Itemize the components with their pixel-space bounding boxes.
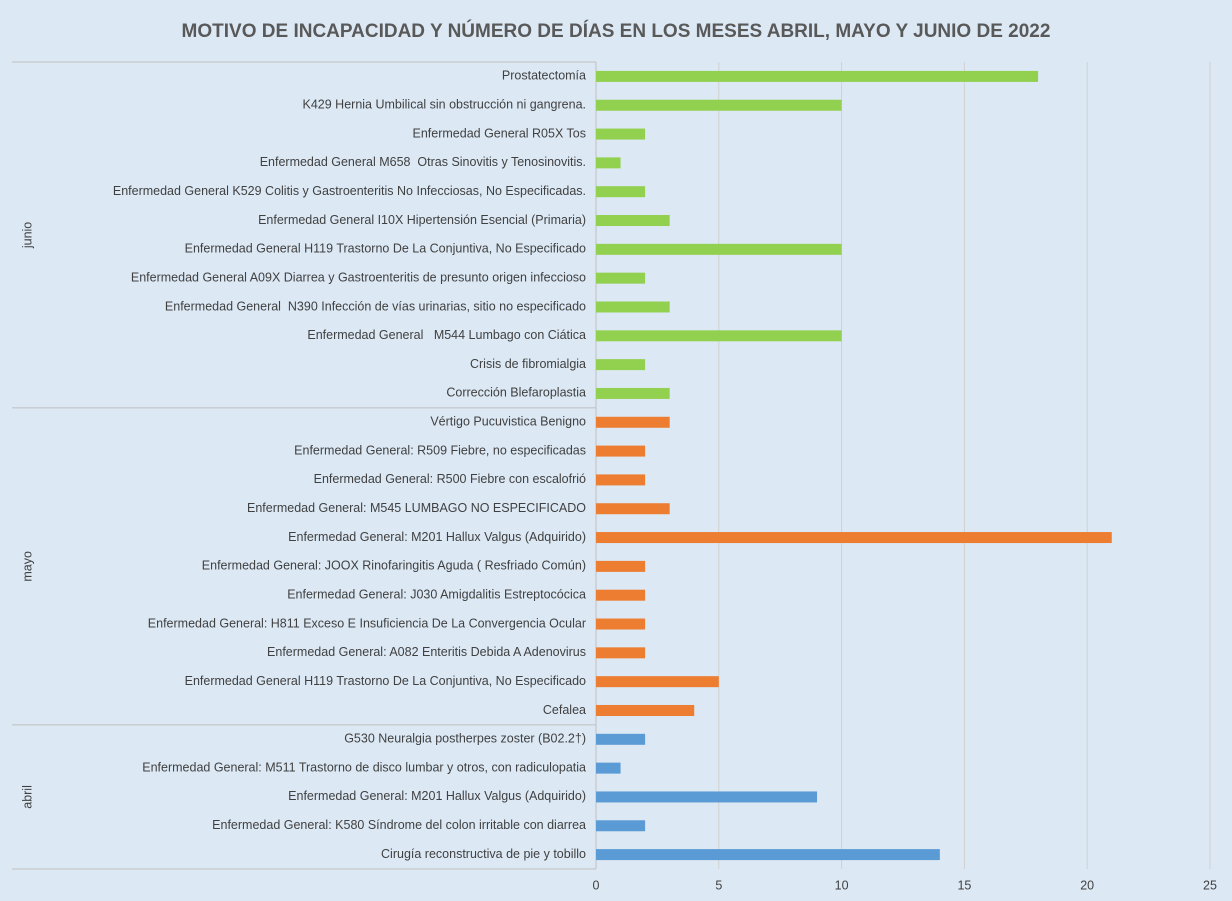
y-tick-label: Enfermedad General: H811 Exceso E Insufi… [148,616,586,630]
x-tick-label: 20 [1080,878,1094,892]
bar [596,157,621,169]
y-tick-label: Enfermedad General: M511 Trastorno de di… [142,760,586,774]
y-tick-label: Enfermedad General A09X Diarrea y Gastro… [131,270,586,284]
bar [596,474,646,486]
bar [596,359,646,371]
y-tick-label: Cefalea [543,703,586,717]
y-tick-label: Enfermedad General K529 Colitis y Gastro… [113,184,586,198]
bar [596,704,695,716]
bar [596,330,842,342]
x-tick-label: 10 [835,878,849,892]
bar [596,416,670,428]
y-tick-label: Enfermedad General R05X Tos [413,126,586,140]
bar [596,301,670,313]
y-tick-label: Enfermedad General: M545 LUMBAGO NO ESPE… [247,501,586,515]
bar [596,128,646,140]
y-tick-label: Enfermedad General: R509 Fiebre, no espe… [294,443,586,457]
y-tick-label: Enfermedad General H119 Trastorno De La … [185,242,586,256]
y-tick-label: G530 Neuralgia postherpes zoster (B02.2†… [344,732,586,746]
y-tick-label: Enfermedad General M658 Otras Sinovitis … [260,155,586,169]
bar [596,532,1112,544]
bar [596,849,940,861]
chart-title: MOTIVO DE INCAPACIDAD Y NÚMERO DE DÍAS E… [182,20,1051,42]
bar [596,186,646,198]
bar [596,560,646,572]
y-tick-label: Enfermedad General I10X Hipertensión Ese… [258,213,586,227]
bar [596,387,670,399]
x-tick-label: 0 [593,878,600,892]
bar [596,589,646,601]
bar [596,676,719,688]
x-tick-label: 25 [1203,878,1217,892]
bar [596,243,842,255]
y-tick-label: Prostatectomía [502,69,586,83]
x-tick-label: 15 [957,878,971,892]
y-tick-label: Enfermedad General: K580 Síndrome del co… [212,818,586,832]
x-tick-label: 5 [715,878,722,892]
y-tick-label: Enfermedad General: R500 Fiebre con esca… [314,472,586,486]
y-tick-label: K429 Hernia Umbilical sin obstrucción ni… [303,98,586,112]
y-tick-label: Enfermedad General: J030 Amigdalitis Est… [287,587,586,601]
y-tick-label: Corrección Blefaroplastia [446,386,586,400]
y-tick-label: Enfermedad General M544 Lumbago con Ciát… [307,328,586,342]
y-tick-label: Enfermedad General: JOOX Rinofaringitis … [202,559,586,573]
y-tick-label: Enfermedad General: M201 Hallux Valgus (… [288,530,586,544]
y-tick-label: Enfermedad General N390 Infección de vía… [165,299,586,313]
bar [596,503,670,515]
y-tick-label: Crisis de fibromialgia [470,357,586,371]
bar [596,791,818,803]
bar [596,99,842,111]
bar [596,762,621,774]
y-tick-label: Enfermedad General: M201 Hallux Valgus (… [288,789,586,803]
bar [596,647,646,659]
bar [596,445,646,457]
bar [596,70,1039,82]
bar [596,820,646,832]
group-label: junio [20,222,34,249]
y-tick-label: Enfermedad General: A082 Enteritis Debid… [267,645,586,659]
bar [596,618,646,630]
group-label: mayo [20,551,34,582]
group-label: abril [20,785,34,809]
y-tick-label: Vértigo Pucuvistica Benigno [430,415,586,429]
bar [596,272,646,284]
bar [596,733,646,745]
y-tick-label: Enfermedad General H119 Trastorno De La … [185,674,586,688]
bar [596,215,670,227]
y-tick-label: Cirugía reconstructiva de pie y tobillo [381,847,586,861]
